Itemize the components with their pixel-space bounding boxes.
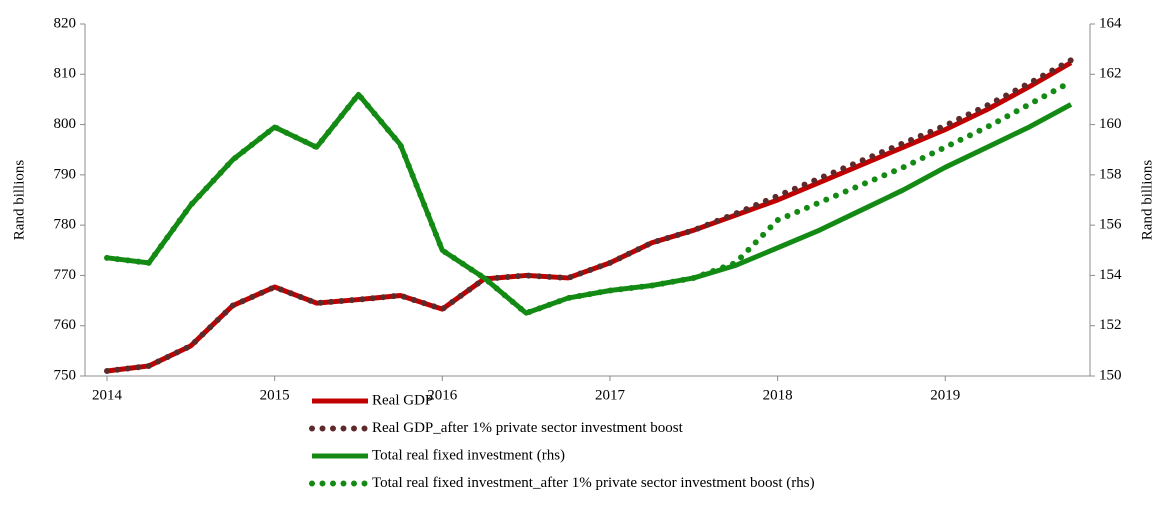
y-tick-label: 750: [54, 367, 77, 383]
y2-tick-label: 160: [1099, 116, 1122, 132]
x-tick-label: 2016: [427, 387, 458, 403]
legend-label: Real GDP: [372, 392, 433, 408]
x-tick-label: 2019: [930, 387, 960, 403]
y2-tick-label: 156: [1099, 217, 1122, 233]
y2-axis-title: Rand billions: [1139, 160, 1155, 241]
y-tick-label: 800: [54, 116, 77, 132]
x-tick-label: 2014: [92, 387, 123, 403]
x-tick-label: 2017: [595, 387, 626, 403]
series-line: [106, 60, 1073, 374]
y-tick-label: 760: [54, 317, 77, 333]
series-line: [104, 78, 1074, 317]
y-axis-title: Rand billions: [11, 160, 27, 241]
x-tick-label: 2015: [260, 387, 290, 403]
y2-tick-label: 154: [1099, 267, 1122, 283]
y2-tick-label: 150: [1099, 367, 1122, 383]
y2-tick-label: 152: [1099, 317, 1122, 333]
x-tick-label: 2018: [763, 387, 793, 403]
y-tick-label: 810: [54, 66, 77, 82]
legend-label: Total real fixed investment (rhs): [372, 447, 565, 463]
y-tick-label: 790: [54, 166, 77, 182]
legend-label: Total real fixed investment_after 1% pri…: [372, 475, 815, 491]
series-line: [106, 91, 1073, 316]
y2-tick-label: 164: [1099, 15, 1122, 31]
series-line: [104, 57, 1074, 374]
y-tick-label: 820: [54, 15, 77, 31]
y2-tick-label: 158: [1099, 166, 1122, 182]
y-tick-label: 770: [54, 267, 77, 283]
legend-label: Real GDP_after 1% private sector investm…: [372, 420, 684, 436]
y-tick-label: 780: [54, 217, 77, 233]
y2-tick-label: 162: [1099, 66, 1122, 82]
